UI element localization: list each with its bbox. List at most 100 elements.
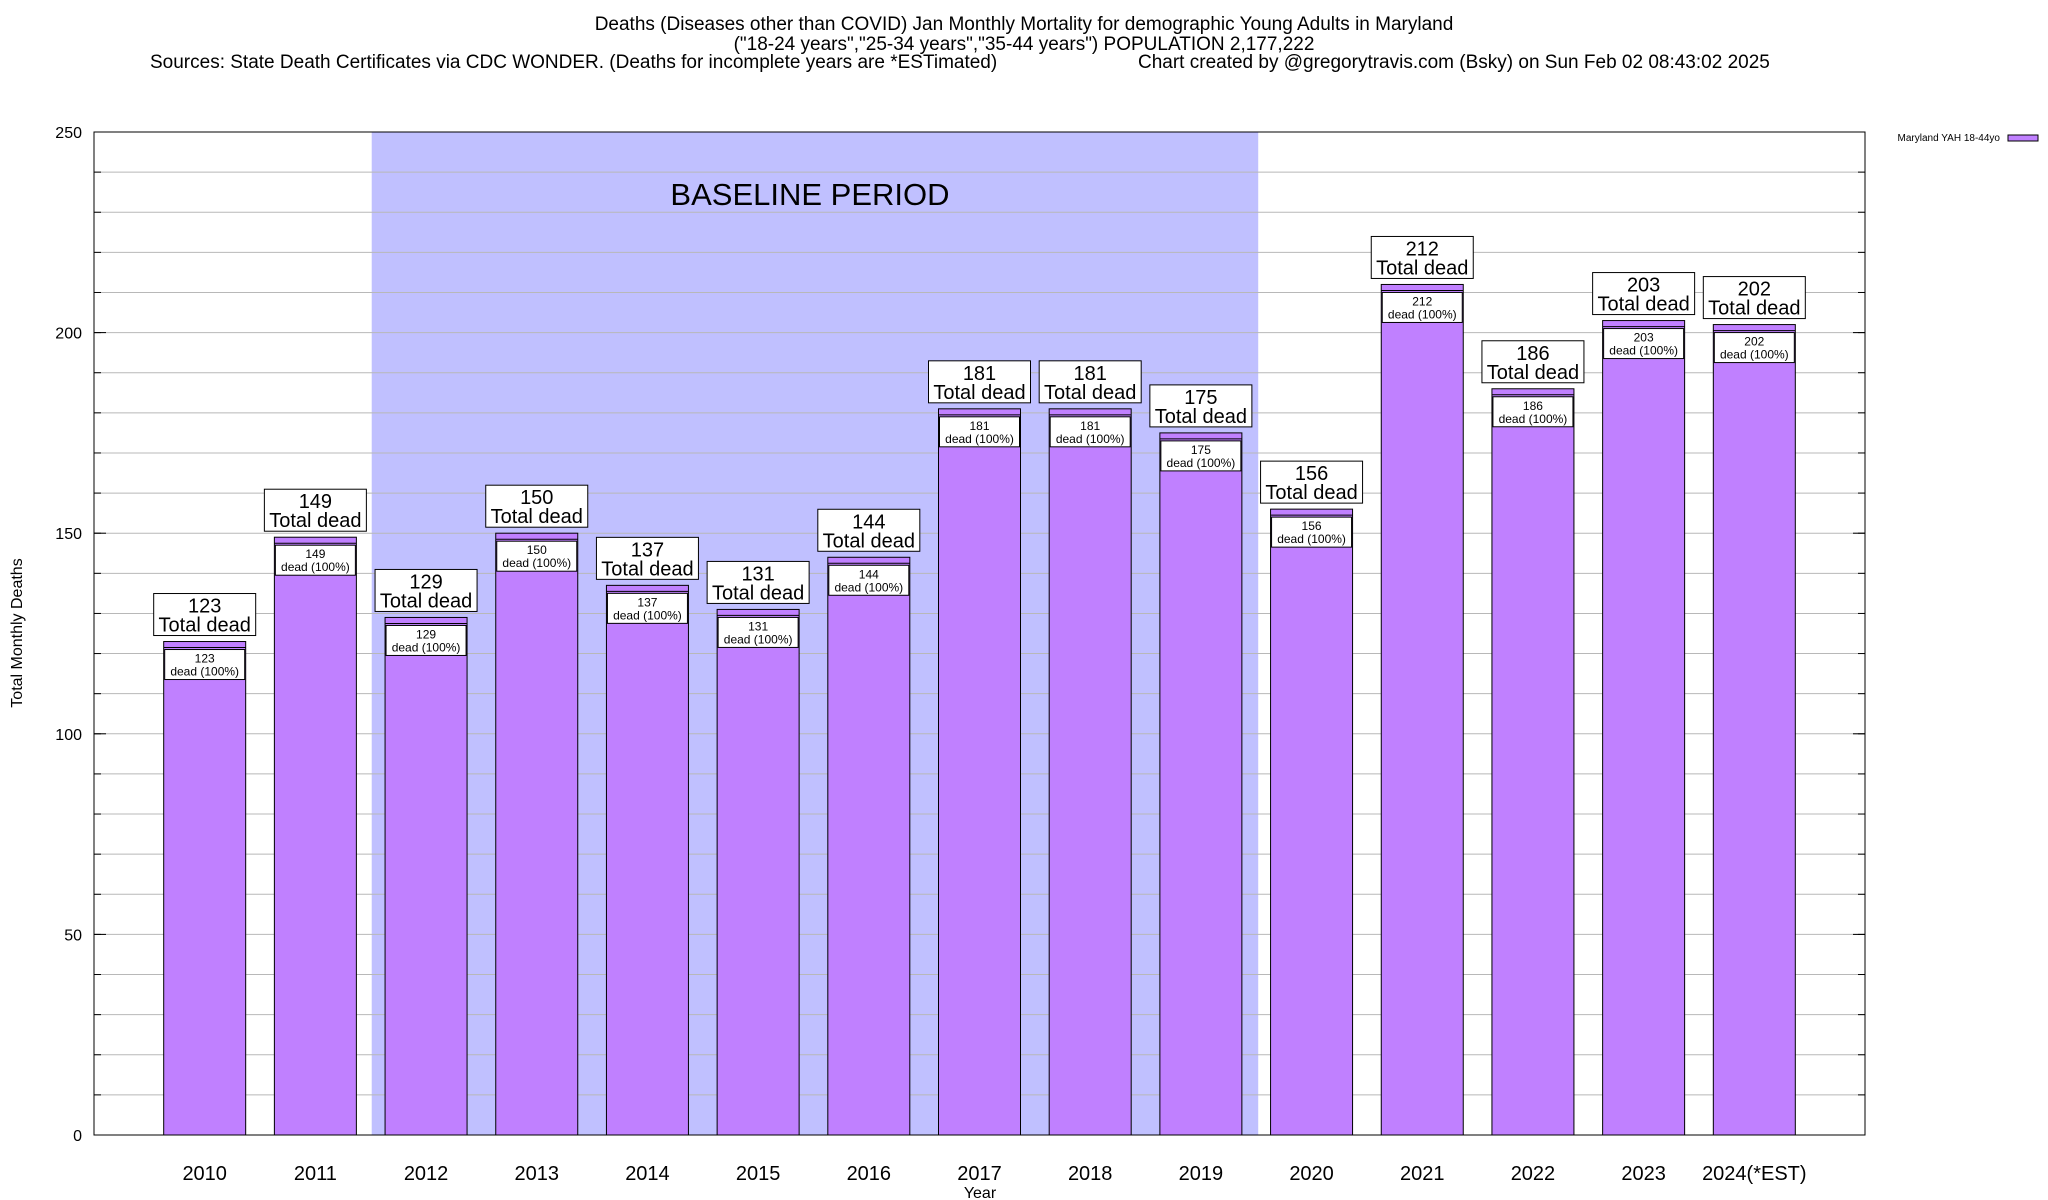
inner-label-box <box>1049 416 1131 448</box>
total-label-value: 137 <box>631 539 664 561</box>
total-label-box <box>1592 272 1696 316</box>
total-label-text: Total dead <box>1597 294 1689 316</box>
total-label-box <box>263 488 367 532</box>
bar-2022 <box>1491 388 1575 1136</box>
legend-label: Maryland YAH 18-44yo <box>1898 133 2001 144</box>
total-label-box <box>1702 276 1806 320</box>
total-label-box <box>1370 235 1474 279</box>
total-label-value: 149 <box>299 491 332 513</box>
inner-label-value: 202 <box>1744 335 1764 349</box>
inner-label-box <box>1492 396 1574 428</box>
total-label-box <box>1481 340 1585 384</box>
inner-label-value: 137 <box>637 595 657 609</box>
inner-label-text: dead (100%) <box>1388 307 1457 321</box>
bar-2011 <box>273 536 357 1136</box>
total-label-text: Total dead <box>1708 298 1800 320</box>
inner-label-value: 156 <box>1302 519 1322 533</box>
inner-label-value: 212 <box>1412 294 1432 308</box>
total-label-box <box>1149 384 1253 428</box>
inner-label-value: 131 <box>748 619 768 633</box>
inner-label-value: 203 <box>1634 331 1654 345</box>
total-label-box <box>153 593 257 637</box>
x-tick-label: 2012 <box>404 1163 449 1185</box>
bar-2016 <box>827 556 911 1136</box>
chart-title-line1: Deaths (Diseases other than COVID) Jan M… <box>594 14 1454 35</box>
bar-2023 <box>1602 320 1686 1136</box>
chart-credit: Chart created by @gregorytravis.com (Bsk… <box>1138 52 1770 73</box>
x-tick-label: 2010 <box>182 1163 227 1185</box>
x-tick-label: 2019 <box>1179 1163 1224 1185</box>
baseline-label: BASELINE PERIOD <box>670 177 949 212</box>
total-label-text: Total dead <box>1265 482 1357 504</box>
x-tick-label: 2022 <box>1511 1163 1556 1185</box>
inner-label-box <box>496 540 578 572</box>
inner-label-box <box>274 544 356 576</box>
bar-2014 <box>605 584 689 1136</box>
x-tick-label: 2017 <box>957 1163 1002 1185</box>
total-label-text: Total dead <box>380 590 472 612</box>
inner-label-box <box>717 616 799 648</box>
inner-label-text: dead (100%) <box>1277 532 1346 546</box>
x-tick-label: 2013 <box>515 1163 560 1185</box>
inner-label-text: dead (100%) <box>724 632 793 646</box>
total-label-text: Total dead <box>712 582 804 604</box>
y-tick-label: 50 <box>64 927 82 944</box>
total-label-value: 212 <box>1406 238 1439 260</box>
inner-label-text: dead (100%) <box>1499 412 1568 426</box>
inner-label-text: dead (100%) <box>170 665 239 679</box>
y-tick-label: 150 <box>55 526 82 543</box>
inner-label-box <box>1713 332 1795 364</box>
total-label-value: 186 <box>1516 343 1549 365</box>
inner-label-text: dead (100%) <box>945 432 1014 446</box>
x-tick-label: 2024(*EST) <box>1702 1163 1807 1185</box>
total-label-text: Total dead <box>823 530 915 552</box>
chart-title-line2: ("18-24 years","25-34 years","35-44 year… <box>733 34 1315 55</box>
inner-label-box <box>385 624 467 656</box>
inner-label-box <box>939 416 1020 448</box>
legend-swatch <box>2007 134 2039 142</box>
x-tick-label: 2021 <box>1400 1163 1445 1185</box>
inner-label-text: dead (100%) <box>1056 432 1125 446</box>
inner-label-box <box>1271 516 1353 548</box>
x-tick-label: 2015 <box>736 1163 781 1185</box>
total-label-box <box>706 560 810 604</box>
total-label-value: 131 <box>741 563 774 585</box>
inner-label-box <box>1381 291 1463 323</box>
total-label-text: Total dead <box>159 615 251 637</box>
total-label-value: 156 <box>1295 463 1328 485</box>
total-label-value: 129 <box>409 571 442 593</box>
inner-label-value: 144 <box>859 567 879 581</box>
total-label-box <box>1260 460 1364 504</box>
inner-label-box <box>828 564 910 596</box>
total-label-text: Total dead <box>933 382 1025 404</box>
x-tick-label: 2018 <box>1068 1163 1113 1185</box>
inner-label-value: 186 <box>1523 399 1543 413</box>
bar-2024(*EST) <box>1712 324 1796 1136</box>
inner-label-value: 150 <box>527 543 547 557</box>
bar-2018 <box>1048 408 1132 1136</box>
total-label-value: 181 <box>1074 363 1107 385</box>
total-label-text: Total dead <box>1155 406 1247 428</box>
x-tick-label: 2020 <box>1289 1163 1334 1185</box>
y-tick-label: 0 <box>73 1128 82 1145</box>
inner-label-box <box>1160 440 1242 472</box>
total-label-box <box>485 484 589 528</box>
y-axis-title: Total Monthly Deaths <box>9 558 26 707</box>
total-label-value: 203 <box>1627 275 1660 297</box>
inner-label-text: dead (100%) <box>502 556 571 570</box>
bar-2012 <box>384 616 468 1136</box>
x-tick-label: 2011 <box>294 1163 337 1185</box>
inner-label-value: 123 <box>195 652 215 666</box>
total-label-box <box>374 568 478 612</box>
inner-label-text: dead (100%) <box>1167 456 1236 470</box>
inner-label-box <box>1603 328 1685 360</box>
inner-label-text: dead (100%) <box>613 608 682 622</box>
x-tick-label: 2014 <box>625 1163 670 1185</box>
bar-2013 <box>495 532 579 1136</box>
inner-label-box <box>606 592 688 624</box>
total-label-value: 202 <box>1738 279 1771 301</box>
inner-label-text: dead (100%) <box>281 560 350 574</box>
bar-2019 <box>1159 432 1243 1136</box>
inner-label-box <box>164 649 246 681</box>
